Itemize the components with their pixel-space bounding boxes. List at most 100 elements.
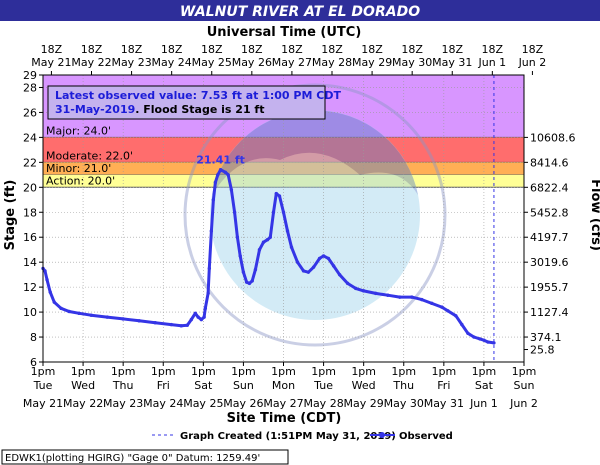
x-tick-time: 1pm <box>151 365 176 378</box>
top-tick-time: 18Z <box>281 43 303 56</box>
observed-point <box>326 256 331 261</box>
y2-axis-title: Flow (cfs) <box>588 179 600 251</box>
observed-point <box>277 194 282 198</box>
x-tick-date: Jun 1 <box>469 397 498 410</box>
top-tick-date: May 30 <box>392 56 432 69</box>
observed-point <box>238 254 242 258</box>
y-tick-label: 6 <box>30 356 37 369</box>
top-tick-time: 18Z <box>161 43 183 56</box>
top-tick-time: 18Z <box>482 43 504 56</box>
flood-stage-text: 31-May-2019. Flood Stage is 21 ft <box>55 103 264 116</box>
x-tick-time: 1pm <box>31 365 56 378</box>
y-tick-label: 24 <box>23 131 37 144</box>
observed-legend-label: Observed <box>399 431 453 442</box>
x-tick-day: Thu <box>392 379 414 392</box>
flood-category-label: Minor: 21.0' <box>46 162 111 175</box>
observed-point <box>466 331 470 335</box>
x-tick-day: Sun <box>233 379 254 392</box>
x-tick-time: 1pm <box>391 365 416 378</box>
top-tick-date: May 23 <box>111 56 151 69</box>
y-tick-label: 12 <box>23 281 37 294</box>
observed-point <box>43 269 47 273</box>
top-tick-time: 18Z <box>441 43 463 56</box>
y-tick-label: 10 <box>23 306 37 319</box>
observed-point <box>206 291 210 296</box>
top-tick-date: May 27 <box>272 56 312 69</box>
top-tick-time: 18Z <box>401 43 423 56</box>
observed-point <box>202 315 206 319</box>
x-tick-date: May 24 <box>143 397 183 410</box>
station-box <box>1 449 289 465</box>
observed-point <box>203 306 208 311</box>
bottom-axis-title: Site Time (CDT) <box>227 411 342 426</box>
observed-point <box>189 317 194 322</box>
observed-point <box>226 173 230 177</box>
flood-category-label: Action: 20.0' <box>46 174 115 187</box>
y-tick-label: 26 <box>23 106 37 119</box>
latest-value-date: 31-May-2019 <box>55 103 135 116</box>
top-tick-date: May 24 <box>152 56 192 69</box>
x-tick-time: 1pm <box>431 365 456 378</box>
top-tick-date: Jun 1 <box>477 56 506 69</box>
y-tick-label: 16 <box>23 231 37 244</box>
observed-point <box>232 210 237 214</box>
x-tick-day: Wed <box>71 379 95 392</box>
top-tick-time: 18Z <box>81 43 103 56</box>
x-tick-date: May 25 <box>183 397 223 410</box>
x-tick-time: 1pm <box>231 365 256 378</box>
top-tick-time: 18Z <box>121 43 143 56</box>
observed-point <box>52 300 56 304</box>
x-tick-date: May 28 <box>303 397 343 410</box>
observed-point <box>265 238 270 242</box>
y-tick-label: 8 <box>30 331 37 344</box>
observed-point <box>478 337 482 341</box>
observed-legend-marker <box>379 432 385 438</box>
observed-point <box>301 269 306 273</box>
station-info: EDWK1(plotting HGIRG) "Gage 0" Datum: 12… <box>5 453 260 464</box>
x-tick-day: Thu <box>112 379 134 392</box>
observed-point <box>207 266 212 271</box>
observed-point <box>257 247 262 252</box>
observed-point <box>77 311 81 316</box>
x-tick-time: 1pm <box>71 365 96 378</box>
y-tick-label: 29 <box>23 69 37 82</box>
y2-tick-label: 6822.4 <box>530 181 569 194</box>
observed-point <box>386 293 390 297</box>
observed-point <box>317 256 322 261</box>
x-tick-time: 1pm <box>311 365 336 378</box>
y2-tick-label: 4197.7 <box>530 231 569 244</box>
y-tick-label: 18 <box>23 206 37 219</box>
observed-point <box>218 168 223 172</box>
observed-point <box>289 245 294 249</box>
observed-point <box>247 281 252 286</box>
observed-point <box>211 198 216 202</box>
observed-point <box>137 319 141 323</box>
top-tick-time: 18Z <box>361 43 383 56</box>
x-tick-day: Tue <box>313 379 333 392</box>
observed-point <box>353 286 358 291</box>
x-tick-time: 1pm <box>351 365 376 378</box>
top-tick-time: 18Z <box>241 43 263 56</box>
observed-point <box>253 267 258 272</box>
x-tick-time: 1pm <box>191 365 216 378</box>
title-bar <box>0 0 600 21</box>
x-tick-date: May 29 <box>344 397 384 410</box>
y2-tick-label: 5452.8 <box>530 206 569 219</box>
observed-series <box>41 168 495 345</box>
x-tick-day: Wed <box>352 379 376 392</box>
y2-tick-label: 10608.6 <box>530 131 576 144</box>
observed-point <box>306 270 311 274</box>
observed-point <box>213 180 218 185</box>
observed-point <box>295 260 300 264</box>
observed-point <box>196 315 200 319</box>
y2-tick-label: 25.8 <box>530 344 555 357</box>
observed-point <box>398 295 402 299</box>
x-tick-date: May 22 <box>63 397 103 410</box>
x-tick-date: May 30 <box>384 397 424 410</box>
top-tick-time: 18Z <box>201 43 223 56</box>
noaa-logo-watermark <box>183 83 447 347</box>
observed-point <box>67 309 71 314</box>
observed-point <box>361 289 366 293</box>
observed-point <box>169 322 173 327</box>
